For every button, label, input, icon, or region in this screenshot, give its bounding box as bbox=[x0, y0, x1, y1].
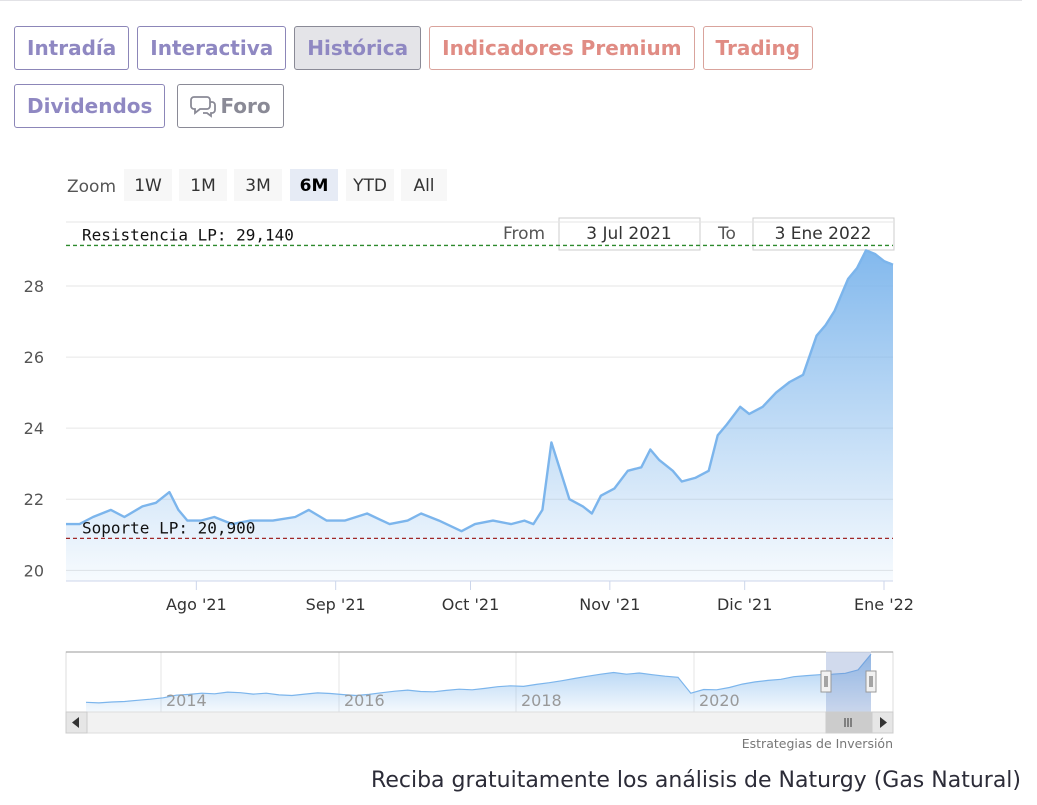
tab-historica[interactable]: Histórica bbox=[294, 26, 422, 70]
tab-dividendos[interactable]: Dividendos bbox=[14, 84, 166, 128]
navigator-labels: 2014 2016 2018 2020 bbox=[166, 691, 740, 710]
price-line bbox=[66, 249, 894, 533]
range-to-input[interactable]: 3 Ene 2022 bbox=[752, 217, 895, 251]
navigator-year-label: 2016 bbox=[344, 691, 385, 710]
navigator-left-handle[interactable] bbox=[820, 670, 832, 693]
y-tick-label: 20 bbox=[24, 561, 44, 580]
tab-trading[interactable]: Trading bbox=[702, 26, 814, 70]
zoom-button-label: 1W bbox=[134, 176, 162, 196]
range-to-value: 3 Ene 2022 bbox=[775, 224, 872, 244]
tab-indicadores-premium[interactable]: Indicadores Premium bbox=[429, 26, 695, 70]
x-tick-label: Ago '21 bbox=[166, 595, 227, 614]
navigator-year-label: 2018 bbox=[521, 691, 562, 710]
tab-interactiva[interactable]: Interactiva bbox=[137, 26, 287, 70]
scroll-left-arrow[interactable] bbox=[65, 711, 88, 734]
navigator[interactable]: 2014 2016 2018 2020 bbox=[65, 651, 894, 713]
support-label: Soporte LP: 20,900 bbox=[82, 518, 255, 537]
scrollbar[interactable] bbox=[65, 711, 894, 734]
top-divider bbox=[0, 0, 1022, 1]
tab-row-2: Dividendos Foro bbox=[14, 84, 284, 128]
zoom-button-1w[interactable]: 1W bbox=[124, 169, 172, 201]
range-to-label: To bbox=[717, 224, 736, 244]
zoom-button-label: YTD bbox=[352, 176, 387, 196]
x-tick-label: Oct '21 bbox=[442, 595, 500, 614]
navigator-line bbox=[85, 653, 872, 704]
y-axis-labels: 20 22 24 26 28 bbox=[24, 277, 44, 580]
navigator-selection[interactable] bbox=[826, 652, 871, 712]
zoom-button-label: All bbox=[413, 176, 434, 196]
scrollbar-thumb[interactable] bbox=[825, 711, 872, 734]
zoom-button-3m[interactable]: 3M bbox=[234, 169, 282, 201]
x-axis-labels: Ago '21 Sep '21 Oct '21 Nov '21 Dic '21 Ene '… bbox=[166, 581, 914, 614]
zoom-button-label: 1M bbox=[190, 176, 215, 196]
price-area bbox=[66, 250, 893, 581]
stock-chart: Zoom 1W 1M 3M 6M YTD All From 3 Jul 2021 To 3… bbox=[24, 169, 914, 751]
x-tick-label: Dic '21 bbox=[717, 595, 772, 614]
tab-row-1: Intradía Interactiva Histórica Indicador… bbox=[14, 26, 814, 70]
navigator-year-label: 2014 bbox=[166, 691, 207, 710]
footer-cta[interactable]: Reciba gratuitamente los análisis de Nat… bbox=[371, 768, 1021, 793]
y-tick-label: 28 bbox=[24, 277, 44, 296]
scroll-right-arrow[interactable] bbox=[871, 711, 894, 734]
navigator-area bbox=[86, 654, 871, 712]
y-tick-label: 26 bbox=[24, 348, 44, 367]
zoom-button-ytd[interactable]: YTD bbox=[346, 169, 394, 201]
zoom-button-all[interactable]: All bbox=[401, 169, 447, 201]
chart-credits[interactable]: Estrategias de Inversión bbox=[742, 736, 893, 751]
tab-foro-label: Foro bbox=[220, 94, 271, 118]
zoom-label: Zoom bbox=[67, 177, 116, 197]
chat-bubble-icon bbox=[190, 94, 217, 118]
x-tick-label: Ene '22 bbox=[854, 595, 914, 614]
navigator-right-handle[interactable] bbox=[865, 670, 877, 693]
x-tick-label: Sep '21 bbox=[306, 595, 366, 614]
tab-intradia[interactable]: Intradía bbox=[14, 26, 130, 70]
tab-foro[interactable]: Foro bbox=[177, 84, 284, 128]
range-from-label: From bbox=[503, 224, 545, 244]
grip-lines-icon bbox=[844, 718, 852, 727]
zoom-button-label: 6M bbox=[300, 176, 329, 196]
y-tick-label: 24 bbox=[24, 419, 44, 438]
zoom-button-1m[interactable]: 1M bbox=[179, 169, 227, 201]
range-from-value: 3 Jul 2021 bbox=[586, 224, 671, 244]
y-tick-label: 22 bbox=[24, 490, 44, 509]
zoom-button-label: 3M bbox=[245, 176, 270, 196]
x-tick-label: Nov '21 bbox=[579, 595, 640, 614]
navigator-year-label: 2020 bbox=[699, 691, 740, 710]
range-from-input[interactable]: 3 Jul 2021 bbox=[558, 217, 701, 251]
resistance-label: Resistencia LP: 29,140 bbox=[82, 225, 294, 244]
zoom-button-6m[interactable]: 6M bbox=[290, 169, 338, 201]
zoom-buttons: 1W 1M 3M 6M YTD All bbox=[124, 169, 447, 201]
plot-lines: Resistencia LP: 29,140 Soporte LP: 20,900 bbox=[66, 225, 893, 539]
